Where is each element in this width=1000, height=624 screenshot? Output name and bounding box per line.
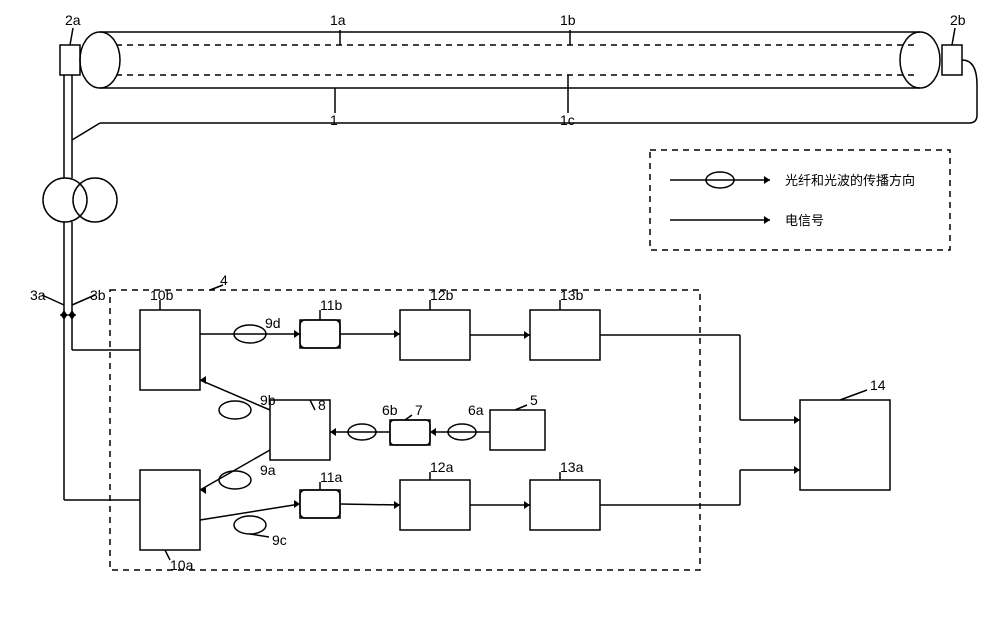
svg-text:9a: 9a — [260, 462, 276, 478]
svg-text:6a: 6a — [468, 402, 484, 418]
svg-text:4: 4 — [220, 272, 228, 288]
svg-text:9b: 9b — [260, 392, 276, 408]
svg-text:光纤和光波的传播方向: 光纤和光波的传播方向 — [785, 173, 915, 188]
svg-text:1c: 1c — [560, 112, 575, 128]
svg-text:12a: 12a — [430, 459, 454, 475]
svg-text:14: 14 — [870, 377, 886, 393]
svg-text:11a: 11a — [320, 469, 343, 485]
svg-text:7: 7 — [415, 402, 423, 418]
svg-text:10a: 10a — [170, 557, 194, 573]
svg-text:2a: 2a — [65, 12, 81, 28]
svg-text:13a: 13a — [560, 459, 584, 475]
svg-text:5: 5 — [530, 392, 538, 408]
svg-text:3b: 3b — [90, 287, 106, 303]
svg-text:1: 1 — [330, 112, 338, 128]
svg-text:2b: 2b — [950, 12, 966, 28]
svg-text:3a: 3a — [30, 287, 46, 303]
svg-text:电信号: 电信号 — [785, 213, 824, 228]
svg-text:8: 8 — [318, 397, 326, 413]
svg-text:6b: 6b — [382, 402, 398, 418]
svg-text:1a: 1a — [330, 12, 346, 28]
svg-text:10b: 10b — [150, 287, 174, 303]
svg-text:12b: 12b — [430, 287, 454, 303]
diagram-canvas: 2a 1a 1b 2b 1 1c 3a 3b 10b 4 11b 12b 13b 9d 9b 8 6b 7 6a 5 9… — [0, 0, 1000, 624]
svg-text:9d: 9d — [265, 315, 281, 331]
svg-text:13b: 13b — [560, 287, 584, 303]
svg-text:1b: 1b — [560, 12, 576, 28]
svg-text:11b: 11b — [320, 297, 343, 313]
svg-text:9c: 9c — [272, 532, 287, 548]
